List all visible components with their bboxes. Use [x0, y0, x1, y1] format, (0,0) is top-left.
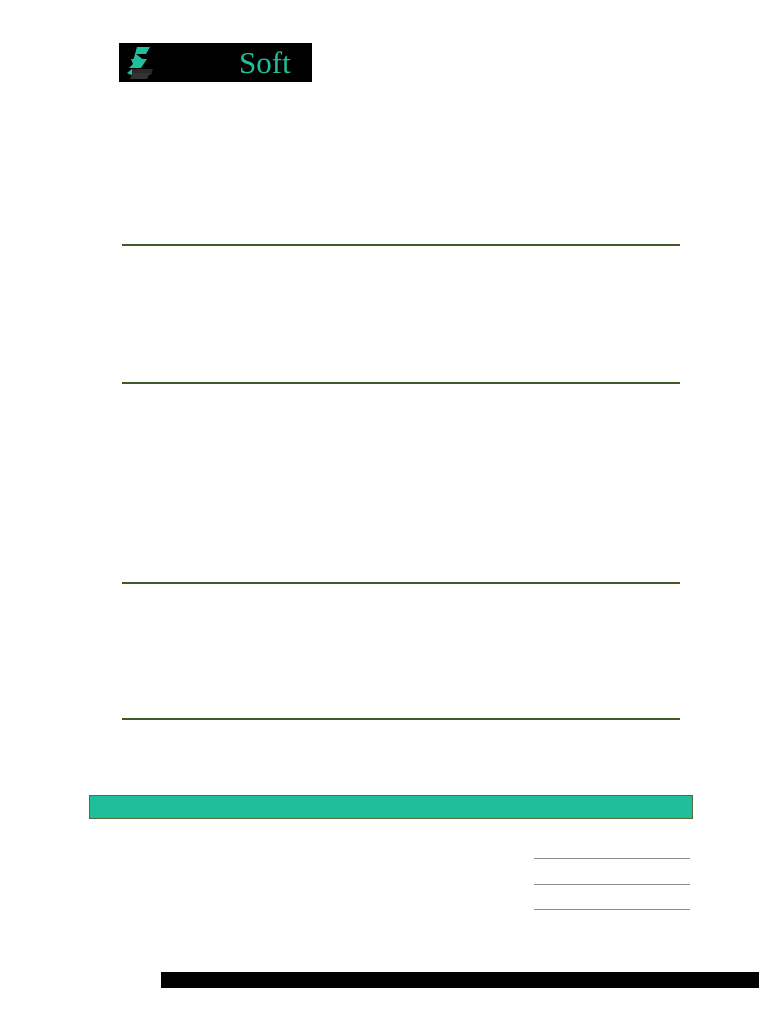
section-divider-3	[122, 582, 680, 584]
section-divider-2	[122, 382, 680, 384]
footer-bar	[161, 972, 759, 988]
company-logo: Soft	[119, 43, 312, 82]
signature-line-2	[534, 884, 690, 885]
section-divider-4	[122, 718, 680, 720]
logo-text: Soft	[239, 45, 291, 80]
lightning-s-icon	[127, 47, 153, 79]
section-divider-1	[122, 244, 680, 246]
signature-line-1	[534, 858, 690, 859]
section-header-band	[89, 795, 693, 819]
signature-line-3	[534, 909, 690, 910]
